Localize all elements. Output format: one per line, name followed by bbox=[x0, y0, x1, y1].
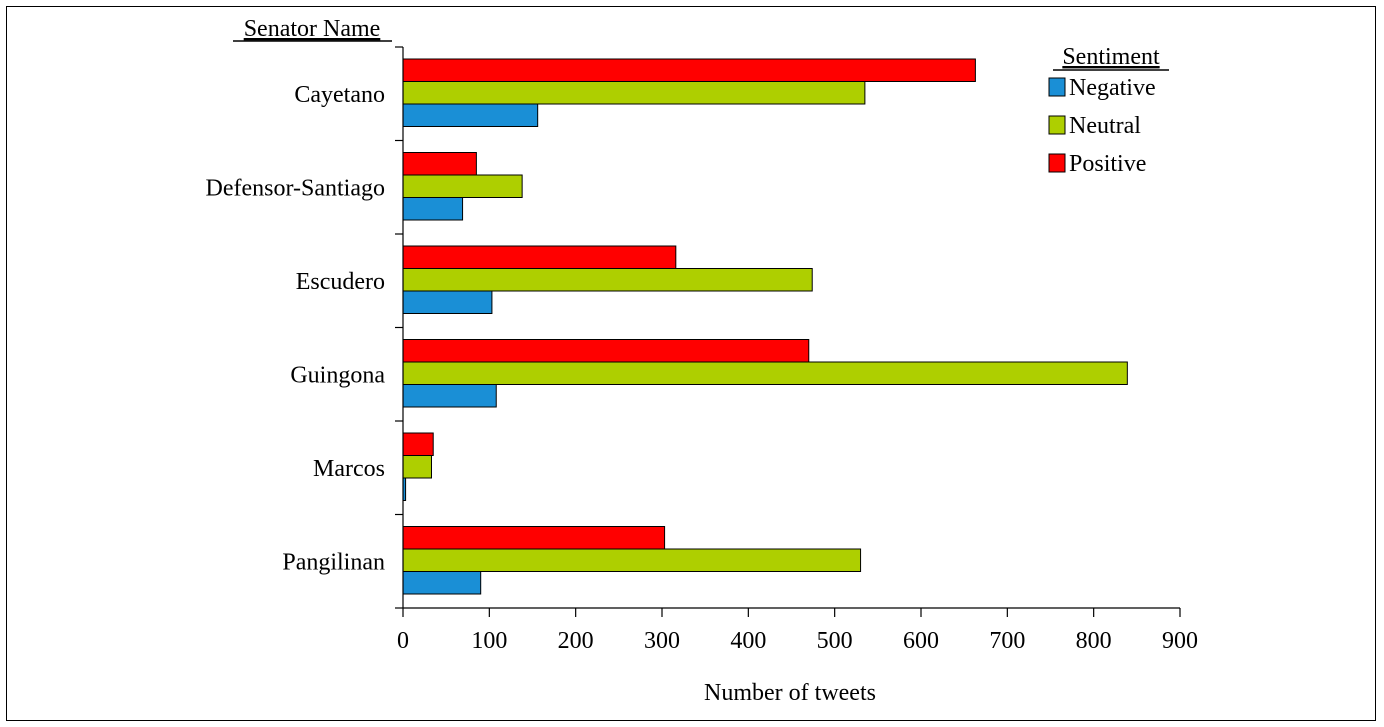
x-tick-label: 600 bbox=[903, 628, 939, 654]
bar-positive-defensor-santiago bbox=[402, 152, 477, 176]
y-tick-label: Pangilinan bbox=[282, 549, 385, 575]
legend-swatch-neutral bbox=[1048, 115, 1066, 135]
x-tick-label: 300 bbox=[644, 628, 680, 654]
y-axis-title: Senator Name bbox=[244, 16, 381, 42]
bar-positive-pangilinan bbox=[402, 526, 666, 550]
bar-positive-marcos bbox=[402, 432, 434, 456]
bar-neutral-cayetano bbox=[402, 81, 866, 105]
bar-positive-escudero bbox=[402, 245, 677, 269]
x-tick-label: 200 bbox=[558, 628, 594, 654]
legend: Sentiment Negative Neutral Positive bbox=[1048, 44, 1169, 177]
legend-label-positive: Positive bbox=[1069, 151, 1146, 177]
x-tick-label: 800 bbox=[1076, 628, 1112, 654]
legend-label-negative: Negative bbox=[1069, 75, 1156, 101]
bar-neutral-guingona bbox=[402, 361, 1128, 385]
bar-negative-pangilinan bbox=[402, 571, 482, 595]
bar-neutral-pangilinan bbox=[402, 548, 862, 572]
legend-label-neutral: Neutral bbox=[1069, 113, 1141, 139]
bar-negative-guingona bbox=[402, 384, 497, 408]
bar-negative-defensor-santiago bbox=[402, 197, 464, 221]
bar-negative-cayetano bbox=[402, 103, 539, 127]
bar-positive-guingona bbox=[402, 339, 810, 363]
x-tick-label: 700 bbox=[989, 628, 1025, 654]
bar-neutral-defensor-santiago bbox=[402, 174, 523, 198]
legend-swatch-negative bbox=[1048, 77, 1066, 97]
x-tick-label: 900 bbox=[1162, 628, 1198, 654]
bar-negative-escudero bbox=[402, 290, 493, 314]
axes-group: Cayetano Defensor-Santiago Escudero Guingon… bbox=[206, 46, 1198, 654]
x-tick-label: 400 bbox=[730, 628, 766, 654]
y-tick-label: Escudero bbox=[296, 269, 385, 295]
legend-swatch-positive bbox=[1048, 153, 1066, 173]
bar-neutral-marcos bbox=[402, 455, 432, 479]
legend-title: Sentiment bbox=[1062, 44, 1160, 70]
bars-group bbox=[402, 58, 1128, 595]
y-tick-label: Defensor-Santiago bbox=[206, 175, 385, 201]
x-axis-title: Number of tweets bbox=[704, 680, 876, 706]
x-tick-label: 500 bbox=[817, 628, 853, 654]
y-tick-label: Guingona bbox=[290, 362, 385, 388]
x-tick-label: 100 bbox=[471, 628, 507, 654]
x-tick-label: 0 bbox=[397, 628, 409, 654]
y-tick-label: Cayetano bbox=[294, 82, 385, 108]
bar-positive-cayetano bbox=[402, 58, 976, 82]
y-tick-label: Marcos bbox=[313, 456, 385, 482]
bar-neutral-escudero bbox=[402, 268, 813, 292]
chart-frame bbox=[6, 6, 1376, 721]
